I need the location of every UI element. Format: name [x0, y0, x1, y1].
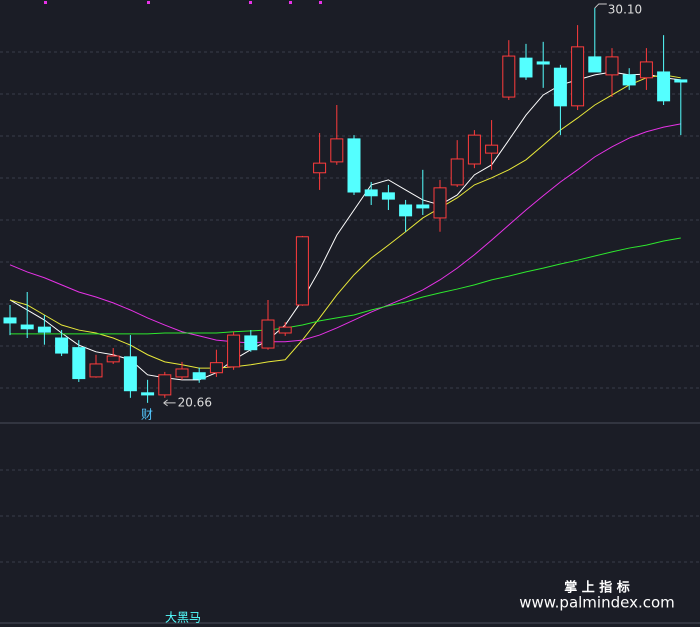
candle-body [227, 334, 241, 368]
candle-body [553, 67, 567, 107]
candle-body [330, 138, 344, 163]
indicator-label: 大黑马 [165, 611, 201, 625]
candle-body [192, 372, 206, 380]
candle-body [450, 158, 464, 186]
event-label: 财 [141, 408, 153, 422]
annotation-pointer [163, 399, 176, 407]
candle-body [278, 326, 292, 334]
candle-body [639, 61, 653, 79]
candle-body [657, 71, 671, 102]
candle-body [605, 56, 619, 76]
candle-body [295, 236, 309, 306]
annotation-pointer [594, 3, 607, 9]
candle-body [485, 144, 499, 154]
candle-body [244, 335, 258, 351]
candle-body [123, 356, 137, 392]
candle-body [416, 204, 430, 209]
candle-body [467, 134, 481, 165]
candle-body [674, 79, 688, 83]
candle-body [519, 57, 533, 78]
candle-body [588, 56, 602, 73]
candle-body [502, 55, 516, 98]
candle-body [106, 355, 120, 363]
annotation-label: 30.10 [608, 2, 642, 16]
candle-body [399, 204, 413, 217]
top-markers [44, 1, 322, 4]
candle-body [571, 46, 585, 107]
watermark-url: www.palmindex.com [519, 594, 675, 612]
candle-body [381, 192, 395, 200]
annotation-label: 20.66 [178, 395, 212, 409]
grid [0, 51, 700, 563]
moving-average [9, 74, 681, 369]
candle-body [141, 392, 155, 396]
candle-body [89, 363, 103, 378]
candle-body [72, 347, 86, 380]
candle-body [55, 337, 69, 354]
watermark-title: 掌 上 指 标 [564, 580, 630, 596]
candle-body [261, 319, 275, 349]
candle-body [175, 368, 189, 378]
candle-body [364, 189, 378, 197]
moving-average [9, 71, 681, 381]
candle-body [209, 362, 223, 374]
candle-body [37, 326, 51, 333]
candle-body [3, 317, 17, 324]
candle-body [313, 162, 327, 174]
candle-body [347, 138, 361, 193]
candle-body [20, 324, 34, 330]
moving-average [9, 123, 681, 344]
candle-body [536, 61, 550, 65]
candle-body [158, 374, 172, 396]
candle-body [622, 74, 636, 86]
moving-average [10, 237, 681, 335]
candle-body [433, 187, 447, 219]
